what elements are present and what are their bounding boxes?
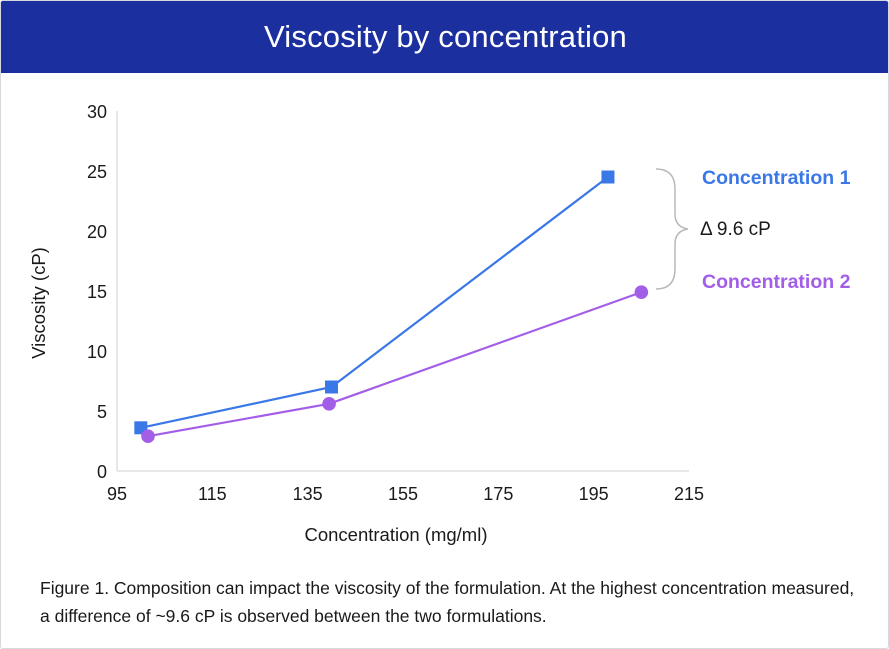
x-tick-label: 175: [483, 484, 513, 504]
data-point: [325, 380, 338, 394]
legend-label-concentration-2: Concentration 2: [702, 271, 851, 293]
series-line-1: [140, 176, 609, 429]
x-tick-label: 115: [198, 484, 227, 504]
legend-label-concentration-1: Concentration 1: [702, 167, 851, 189]
series-layer: [134, 170, 649, 444]
y-tick-label: 20: [87, 222, 107, 242]
y-tick-label: 25: [87, 162, 107, 182]
data-point: [601, 170, 615, 184]
data-point: [141, 429, 155, 444]
y-axis-title: Viscosity (cP): [28, 247, 49, 359]
title-banner: Viscosity by concentration: [1, 1, 888, 73]
series-line-2: [147, 291, 642, 438]
data-point: [322, 397, 336, 411]
figure-caption: Figure 1. Composition can impact the vis…: [40, 578, 855, 626]
viscosity-chart: 0 5 10 15 20 25 30 95 115 135 155 175 195 215 Concentr…: [28, 102, 851, 545]
difference-annotation: Δ 9.6 cP: [700, 219, 771, 240]
chart-title: Viscosity by concentration: [263, 19, 628, 54]
y-tick-label: 10: [87, 342, 107, 362]
data-point: [634, 285, 649, 299]
legend: Concentration 1 Concentration 2 Δ 9.6 cP: [655, 167, 851, 293]
y-tick-label: 0: [97, 462, 107, 482]
x-tick-label: 155: [388, 484, 418, 504]
y-tick-label: 5: [97, 402, 107, 422]
x-tick-label: 215: [674, 484, 704, 504]
x-tick-label: 195: [579, 484, 609, 504]
y-tick-label: 15: [87, 282, 107, 302]
y-tick-label: 30: [87, 102, 107, 122]
x-tick-label: 135: [293, 484, 323, 504]
bracket-icon: [655, 168, 689, 290]
x-axis-title: Concentration (mg/ml): [304, 524, 487, 545]
axes: 0 5 10 15 20 25 30 95 115 135 155 175 195 215 Concentr…: [28, 102, 704, 545]
x-tick-label: 95: [107, 484, 127, 504]
